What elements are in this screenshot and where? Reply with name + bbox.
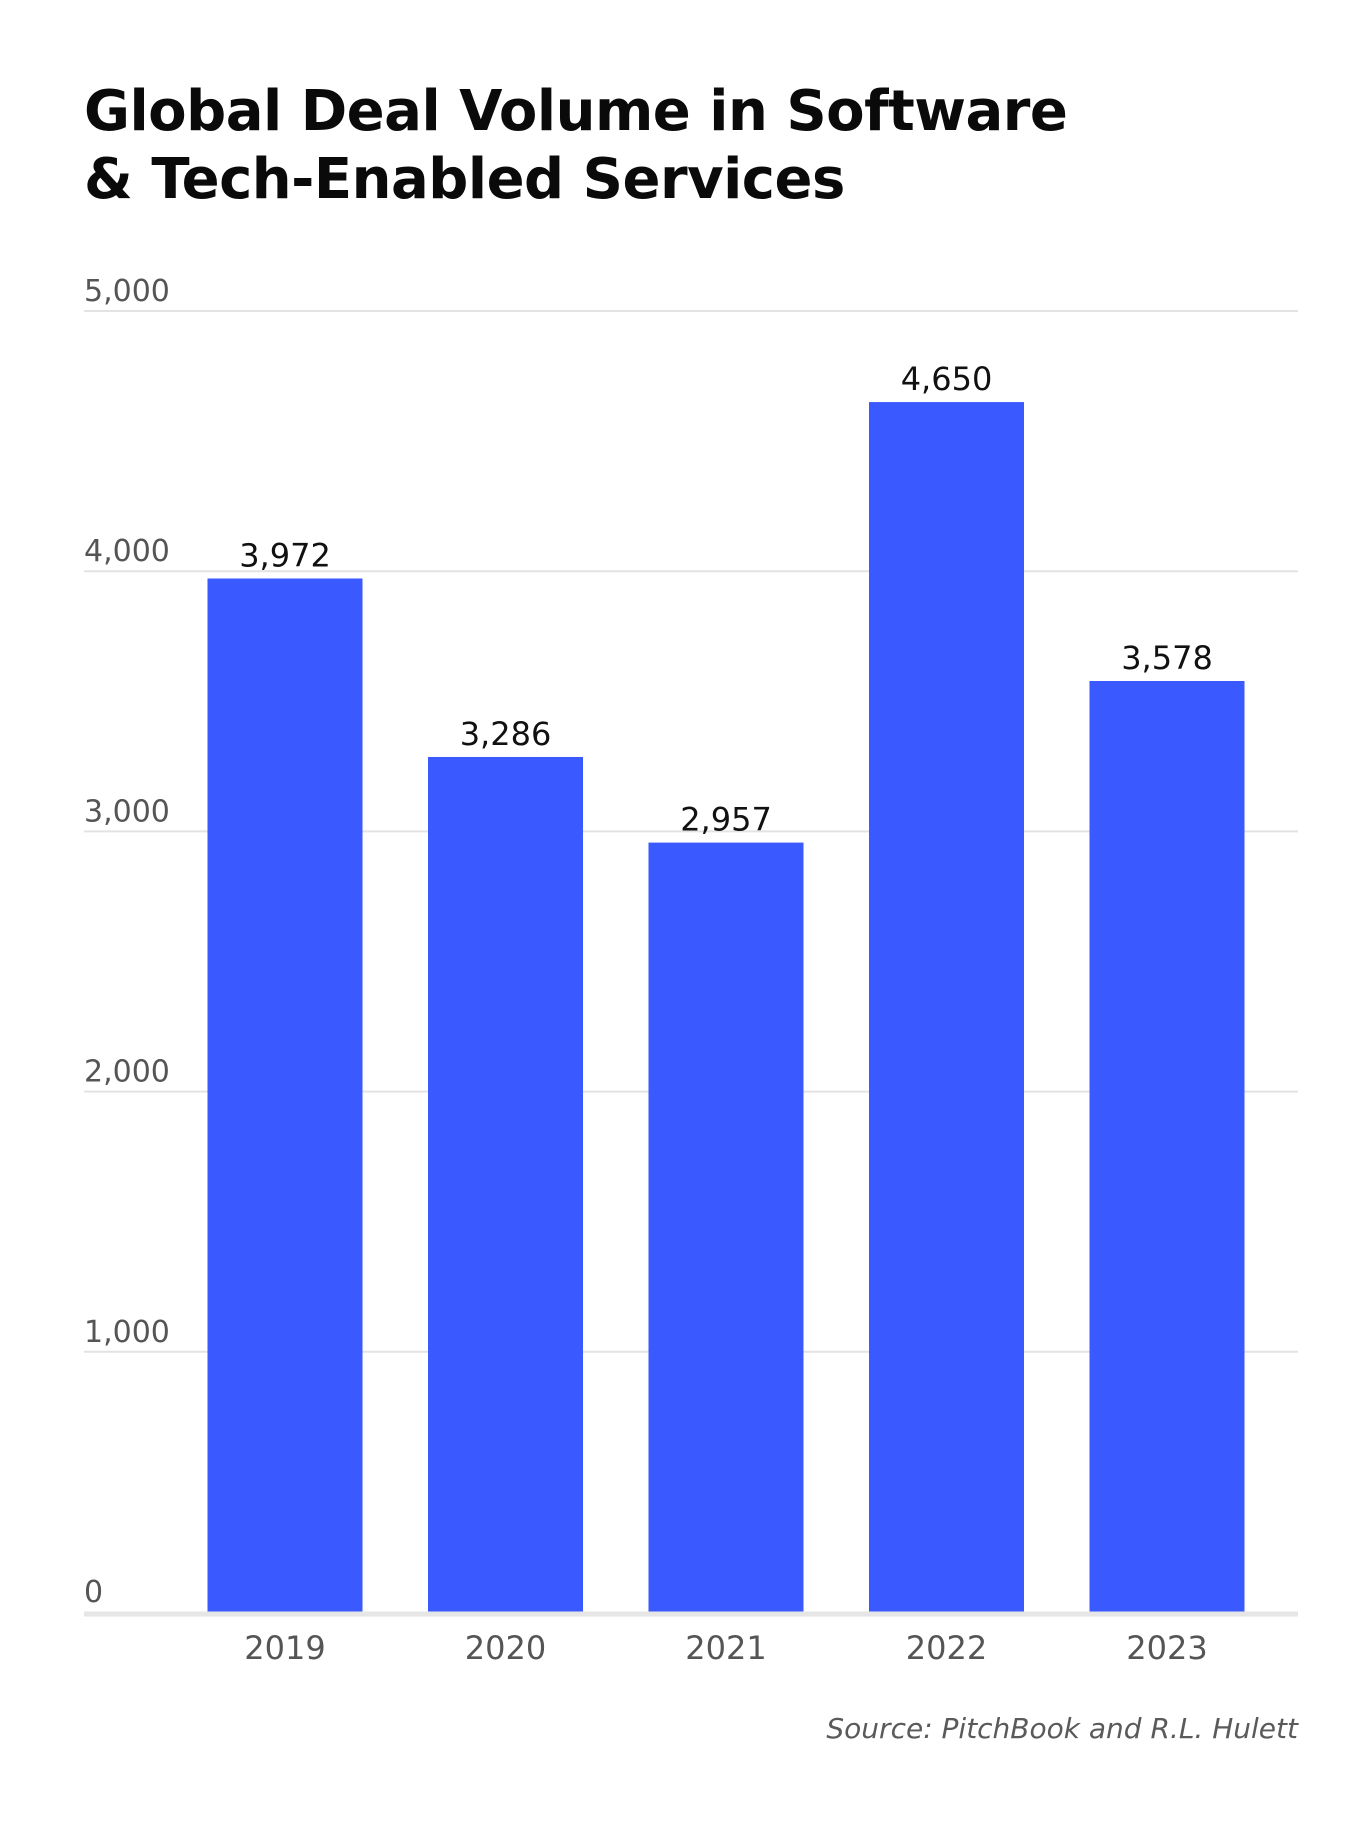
chart-title-line-1: Global Deal Volume in Software — [84, 79, 1068, 144]
x-tick-label: 2023 — [1126, 1629, 1207, 1667]
bar-value-label: 2,957 — [680, 801, 772, 839]
x-tick-label: 2021 — [685, 1629, 766, 1667]
y-tick-label: 0 — [84, 1575, 103, 1610]
bar-value-label: 4,650 — [901, 360, 993, 398]
source-note: Source: PitchBook and R.L. Hulett — [826, 1712, 1298, 1745]
bar-value-labels: 3,972 3,286 2,957 4,650 3,578 — [239, 360, 1213, 839]
bar — [869, 402, 1024, 1612]
x-tick-label: 2022 — [906, 1629, 987, 1667]
x-axis-tick-labels: 2019 2020 2021 2022 2023 — [244, 1629, 1207, 1667]
bars — [207, 402, 1245, 1612]
y-tick-label: 4,000 — [84, 534, 170, 569]
chart-title-line-2: & Tech-Enabled Services — [84, 147, 845, 212]
chart-title: Global Deal Volume in Software & Tech-En… — [84, 78, 1068, 214]
bar — [428, 756, 583, 1612]
y-tick-label: 5,000 — [84, 274, 170, 309]
y-tick-label: 1,000 — [84, 1315, 170, 1350]
bar — [648, 842, 804, 1612]
y-tick-label: 2,000 — [84, 1055, 170, 1090]
y-axis-tick-labels: 0 1,000 2,000 3,000 4,000 5,000 — [84, 274, 170, 1610]
bar-value-label: 3,972 — [239, 536, 331, 574]
y-tick-label: 3,000 — [84, 794, 170, 829]
bar-value-label: 3,578 — [1121, 639, 1213, 677]
x-tick-label: 2020 — [465, 1629, 546, 1667]
x-tick-label: 2019 — [244, 1629, 325, 1667]
bar-value-label: 3,286 — [460, 715, 552, 753]
bar — [207, 578, 363, 1612]
bar — [1089, 681, 1245, 1612]
